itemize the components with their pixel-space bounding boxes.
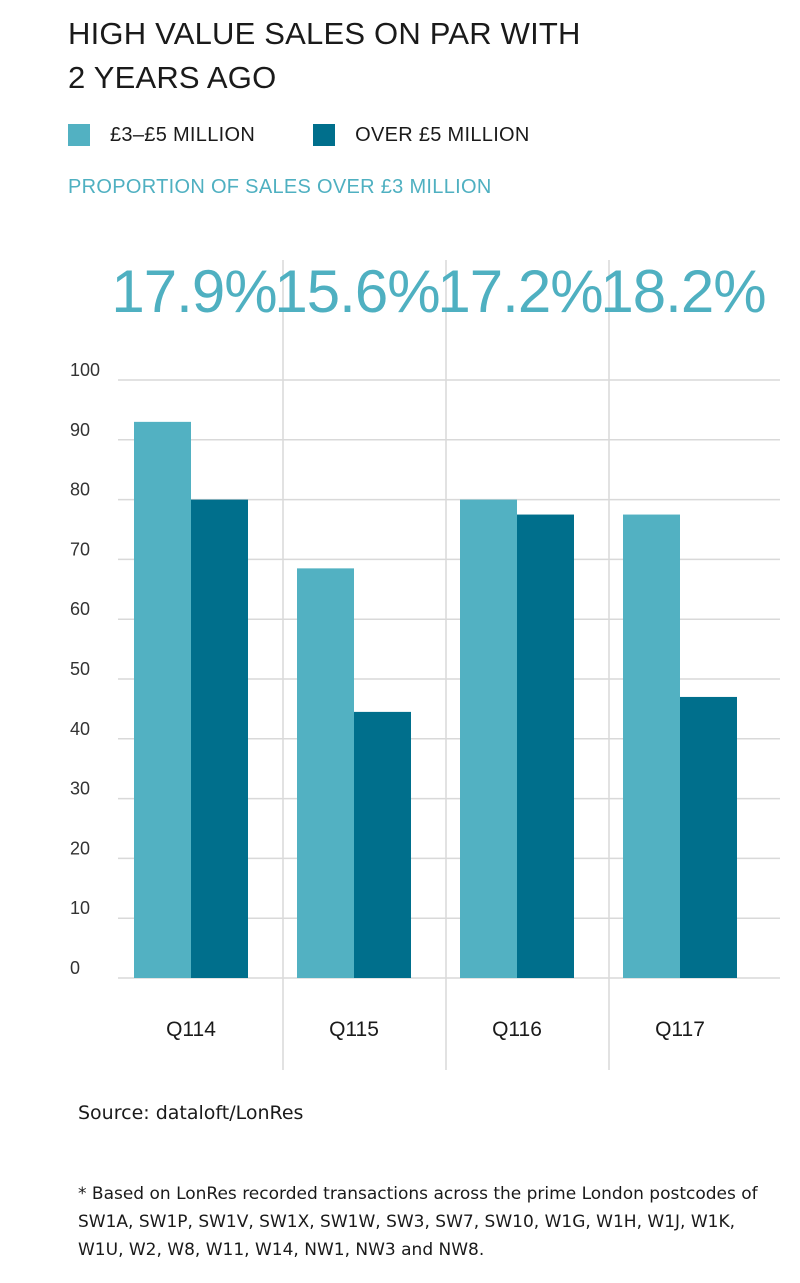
bar-q114-series-1 [134,421,191,978]
y-tick-label-100: 100 [70,360,100,380]
chart-title-line-1: HIGH VALUE SALES ON PAR WITH [68,16,581,51]
legend-item-over-5-million: OVER £5 MILLION [313,124,530,147]
y-tick-label-80: 80 [70,480,90,500]
chart-title: HIGH VALUE SALES ON PAR WITH 2 YEARS AGO [68,12,768,100]
bar-q116-series-1 [460,499,517,978]
bar-q114-series-2 [191,499,248,978]
x-tick-label-q116: Q116 [492,1018,542,1041]
y-tick-label-50: 50 [70,659,90,679]
legend-swatch-3-5-million [68,124,90,146]
y-tick-label-40: 40 [70,719,90,739]
y-tick-label-90: 90 [70,420,90,440]
y-tick-label-70: 70 [70,539,90,559]
legend-label-3-5-million: £3–£5 MILLION [110,123,256,146]
chart-title-line-2: 2 YEARS AGO [68,60,277,95]
y-tick-label-30: 30 [70,779,90,799]
bar-q117-series-2 [680,696,737,978]
chart-subtitle: PROPORTION OF SALES OVER £3 MILLION [68,176,492,198]
footnote: * Based on LonRes recorded transactions … [78,1184,758,1260]
legend-swatch-over-5-million [313,124,336,146]
bar-q116-series-2 [517,514,574,978]
proportion-label-q114: 17.9% [111,258,276,325]
proportion-label-q116: 17.2% [437,258,602,325]
x-tick-label-q117: Q117 [655,1018,705,1041]
y-tick-label-60: 60 [70,599,90,619]
source-note: Source: dataloft/LonRes [78,1102,304,1124]
x-tick-label-q114: Q114 [166,1018,216,1041]
bar-chart: 0 10 20 30 40 50 60 70 80 90 100 Q114 17.9% Q115 15.6%… [70,258,780,1070]
proportion-label-q117: 18.2% [600,258,765,325]
y-tick-label-20: 20 [70,838,90,858]
y-tick-label-0: 0 [70,958,80,978]
bar-q117-series-1 [623,514,680,978]
bar-q115-series-2 [354,711,411,978]
legend-item-3-5-million: £3–£5 MILLION [68,124,255,147]
legend: £3–£5 MILLION OVER £5 MILLION [68,120,588,150]
x-tick-label-q115: Q115 [329,1018,379,1041]
bar-q115-series-1 [297,568,354,978]
legend-label-over-5-million: OVER £5 MILLION [355,123,530,146]
y-tick-label-10: 10 [70,898,90,918]
proportion-label-q115: 15.6% [274,258,439,325]
